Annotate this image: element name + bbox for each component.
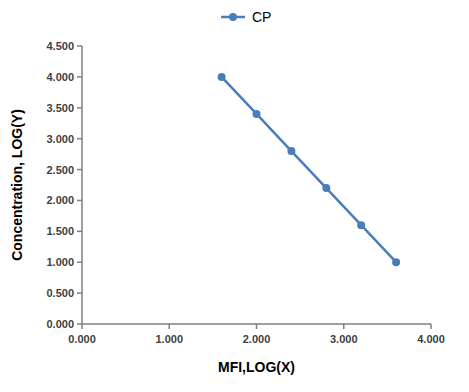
y-tick xyxy=(77,231,82,233)
series-line xyxy=(222,77,397,262)
x-tick-label: 1.000 xyxy=(155,333,183,345)
y-tick xyxy=(77,261,82,263)
legend-label: CP xyxy=(252,9,271,25)
y-tick-label: 4.500 xyxy=(46,40,74,52)
y-tick xyxy=(77,45,82,47)
x-tick xyxy=(256,324,258,329)
x-axis-title: MFI,LOG(X) xyxy=(218,359,295,375)
y-axis-title: Concentration, LOG(Y) xyxy=(9,109,25,261)
y-tick-label: 3.000 xyxy=(46,133,74,145)
point xyxy=(392,258,400,266)
legend-marker xyxy=(229,13,237,21)
point xyxy=(253,110,261,118)
x-tick-label: 4.000 xyxy=(417,333,445,345)
y-tick-label: 1.000 xyxy=(46,256,74,268)
y-axis xyxy=(81,46,83,324)
x-tick-label: 0.000 xyxy=(68,333,96,345)
x-tick-label: 3.000 xyxy=(330,333,358,345)
plot-area xyxy=(218,73,401,266)
y-tick-label: 1.500 xyxy=(46,225,74,237)
point xyxy=(357,221,365,229)
y-tick-label: 2.000 xyxy=(46,194,74,206)
y-tick-label: 4.000 xyxy=(46,71,74,83)
x-tick-label: 2.000 xyxy=(243,333,271,345)
y-tick xyxy=(77,169,82,171)
x-tick xyxy=(430,324,432,329)
point xyxy=(218,73,226,81)
y-tick xyxy=(77,292,82,294)
y-tick-label: 0.000 xyxy=(46,318,74,330)
point xyxy=(287,147,295,155)
x-tick xyxy=(81,324,83,329)
y-tick xyxy=(77,76,82,78)
y-tick-label: 2.500 xyxy=(46,164,74,176)
x-tick xyxy=(169,324,171,329)
x-tick xyxy=(343,324,345,329)
point xyxy=(322,184,330,192)
y-tick xyxy=(77,200,82,202)
y-tick-label: 3.500 xyxy=(46,102,74,114)
chart: 0.000 0.500 1.000 1.500 2.000 2.500 3.000 3.500… xyxy=(0,0,469,392)
y-tick-label: 0.500 xyxy=(46,287,74,299)
y-tick xyxy=(77,107,82,109)
y-tick xyxy=(77,138,82,140)
